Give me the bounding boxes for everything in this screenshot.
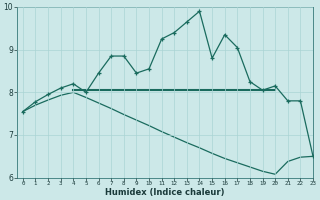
X-axis label: Humidex (Indice chaleur): Humidex (Indice chaleur) bbox=[105, 188, 225, 197]
